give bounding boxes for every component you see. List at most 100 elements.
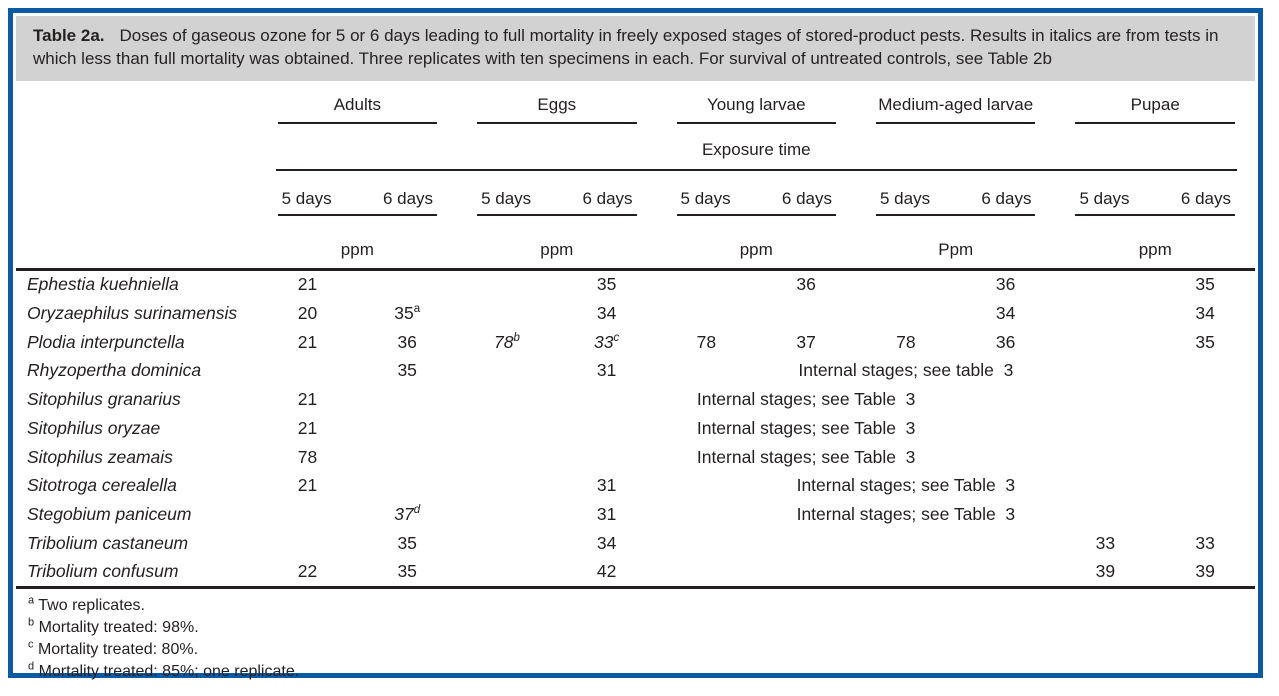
label-6-days: 6 days (1180, 188, 1231, 208)
value-cell: 78b (457, 328, 557, 357)
value-cell: 22 (258, 557, 358, 586)
value-cell (457, 500, 557, 529)
value-cell (457, 385, 557, 414)
footnote-marker: b (513, 331, 520, 344)
value-cell: 39 (1055, 557, 1155, 586)
value-cell (357, 414, 457, 443)
label-5-days: 5 days (481, 188, 532, 208)
species-cell: Sitophilus oryzae (27, 417, 161, 438)
value-cell (657, 471, 757, 500)
value-cell (856, 269, 956, 299)
cell-value: 78 (896, 331, 916, 352)
value-cell (357, 443, 457, 472)
value-cell: 35 (357, 557, 457, 586)
value-cell (357, 471, 457, 500)
species-cell: Plodia interpunctella (27, 331, 185, 352)
days-header-medium-aged-larvae: 5 days 6 days (856, 171, 1055, 216)
species-cell: Rhyzopertha dominica (27, 360, 202, 381)
footnote: c Mortality treated: 80%. (28, 639, 1255, 661)
footnote-text: Mortality treated: 85%; one replicate. (38, 663, 300, 681)
value-cell: 21 (258, 328, 358, 357)
cell-value: 78 (696, 331, 717, 352)
value-cell (657, 357, 757, 386)
species-cell: Sitophilus granarius (27, 389, 181, 410)
value-cell (1055, 357, 1155, 386)
value-cell (1155, 500, 1255, 529)
value-cell (457, 357, 557, 386)
value-cell (357, 269, 457, 299)
value-cell: 36 (956, 269, 1056, 299)
value-cell: 35 (1155, 269, 1255, 299)
value-cell (1155, 443, 1255, 472)
value-cell (756, 557, 856, 586)
group-label-pupae: Pupae (1075, 95, 1235, 124)
value-cell (756, 299, 856, 328)
value-cell (1155, 385, 1255, 414)
cell-value: Internal stages; see Table 3 (696, 417, 916, 438)
species-cell: Oryzaephilus surinamensis (27, 303, 238, 324)
days-header-row: 5 days 6 days 5 days 6 days 5 days 6 days 5… (16, 171, 1255, 216)
value-cell: 35 (357, 357, 457, 386)
value-cell: 36 (756, 269, 856, 299)
footnote: b Mortality treated: 98%. (28, 617, 1255, 639)
footnote-text: Mortality treated: 98%. (38, 619, 199, 637)
value-cell: 78 (258, 443, 358, 472)
cell-value: 21 (297, 475, 318, 496)
table-row: Sitophilus granarius 21 Internal stages; s… (16, 385, 1255, 414)
value-cell (657, 557, 757, 586)
group-header-row: Adults Eggs Young larvae Medium-aged lar… (16, 83, 1255, 271)
exposure-time-row: Exposure time (16, 124, 1255, 171)
table-body: Ephestia kuehniella 21 35 36 36 35 Oryzaephilu… (16, 269, 1255, 586)
group-label-adults: Adults (277, 95, 438, 124)
value-cell (1055, 299, 1155, 328)
species-cell: Tribolium confusum (27, 561, 179, 582)
label-5-days: 5 days (1079, 188, 1130, 208)
exposure-time-label: Exposure time (275, 140, 1237, 171)
cell-value: 78 (297, 446, 318, 467)
value-cell: 78 (856, 328, 956, 357)
value-cell (1055, 500, 1155, 529)
value-cell: 33 (1155, 529, 1255, 558)
cell-value: 35 (397, 360, 417, 381)
cell-value: 34 (596, 532, 617, 553)
label-6-days: 6 days (781, 188, 832, 208)
value-cell (457, 414, 557, 443)
cell-value: 34 (995, 303, 1016, 324)
value-cell (457, 269, 557, 299)
unit-header-pupae: ppm (1055, 215, 1255, 271)
cell-value: 36 (995, 331, 1016, 352)
days-header-adults: 5 days 6 days (258, 171, 457, 216)
value-cell (258, 529, 358, 558)
cell-value: 35 (397, 532, 417, 553)
cell-value: 31 (596, 475, 617, 496)
days-header-young-larvae: 5 days 6 days (657, 171, 856, 216)
cell-value: Internal stages; see table 3 (798, 360, 1014, 381)
value-cell: 20 (258, 299, 358, 328)
value-cell: 21 (258, 269, 358, 299)
value-cell: 34 (557, 529, 657, 558)
value-cell (1055, 269, 1155, 299)
cell-value: 34 (596, 303, 617, 324)
table-row: Sitophilus zeamais 78 Internal stages; see… (16, 443, 1255, 472)
value-cell (1055, 385, 1155, 414)
value-cell (1055, 414, 1155, 443)
value-cell (856, 557, 956, 586)
value-cell: 33c (557, 328, 657, 357)
cell-value: Internal stages; see Table 3 (796, 503, 1016, 524)
value-cell (1155, 414, 1255, 443)
footnote-marker: d (28, 660, 35, 673)
table-row: Tribolium confusum 22 35 42 39 39 (16, 557, 1255, 586)
group-label-eggs: Eggs (477, 95, 637, 124)
cell-value: 35 (397, 561, 417, 582)
species-cell: Tribolium castaneum (27, 532, 189, 553)
group-header-adults: Adults (258, 84, 457, 124)
span-note-cell: Internal stages; see Table 3 (557, 443, 1056, 472)
value-cell (657, 529, 757, 558)
unit-header-adults: ppm (257, 215, 458, 271)
cell-value: 33 (1195, 532, 1215, 553)
value-cell: 37d (357, 500, 457, 529)
value-cell (1155, 471, 1255, 500)
unit-header-eggs: ppm (457, 215, 657, 271)
span-note-cell: Internal stages; see Table 3 (756, 471, 1055, 500)
value-cell (657, 500, 757, 529)
